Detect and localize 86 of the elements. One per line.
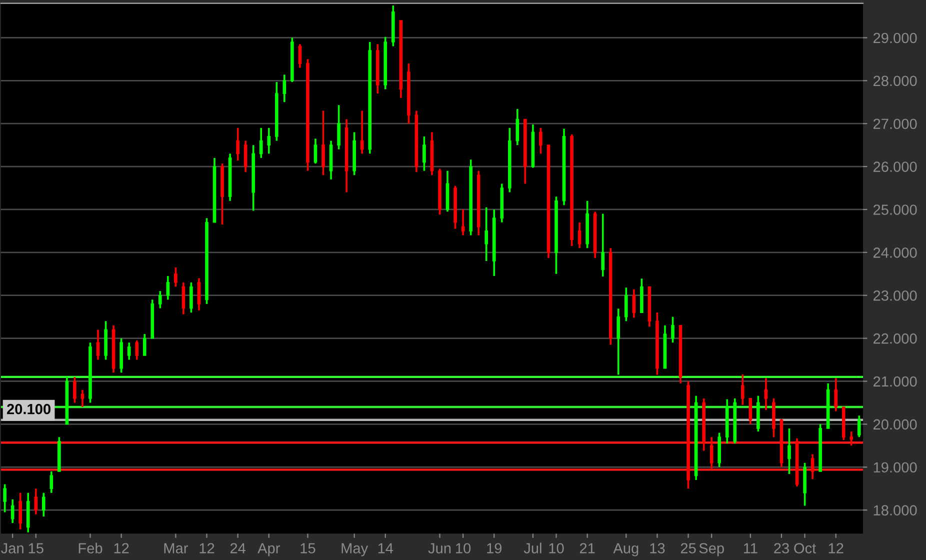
candlestick xyxy=(788,428,791,475)
candlestick xyxy=(80,388,84,408)
candlestick xyxy=(244,140,248,174)
x-tick-label: Aug xyxy=(613,543,638,556)
candlestick xyxy=(857,414,861,438)
y-tick-label: 19.000 xyxy=(874,462,917,473)
x-tick-label: 12 xyxy=(114,543,129,554)
candlestick xyxy=(267,126,271,155)
candlestick xyxy=(740,373,744,406)
x-tick-label: 11 xyxy=(744,543,758,554)
x-tick-label: Oct xyxy=(794,543,816,554)
candlestick xyxy=(34,488,38,516)
candlestick xyxy=(135,340,139,361)
x-tick-label: Jun xyxy=(428,543,451,554)
x-tick-label: Mar xyxy=(164,543,188,554)
candlestick xyxy=(3,483,6,514)
candlestick xyxy=(616,308,620,376)
x-tick-label: 25 xyxy=(680,543,696,554)
x-tick-label: 24 xyxy=(230,543,246,554)
candlestick xyxy=(624,286,628,322)
x-tick-label: 14 xyxy=(378,543,394,554)
candlestick xyxy=(360,110,364,155)
x-tick-label: 19 xyxy=(487,543,502,554)
candlestick xyxy=(516,108,520,146)
x-tick-label: 12 xyxy=(828,543,844,554)
y-tick-label: 22.000 xyxy=(873,333,917,344)
candlestick xyxy=(73,376,76,404)
y-tick-label: 23.000 xyxy=(873,290,917,301)
x-tick-label: Feb xyxy=(78,542,102,554)
candlestick xyxy=(259,126,263,159)
candlestick xyxy=(578,221,582,250)
x-tick-label: 23 xyxy=(774,543,789,554)
candlestick xyxy=(10,498,14,524)
candlestick xyxy=(748,398,752,426)
x-tick-label: 15 xyxy=(28,543,44,554)
x-tick-label: Jul xyxy=(524,542,542,554)
x-tick-label: Apr xyxy=(258,543,280,556)
x-tick-label: 10 xyxy=(456,543,471,554)
x-tick-label: 12 xyxy=(200,543,214,554)
y-tick-label: 20.000 xyxy=(873,419,917,430)
candlestick xyxy=(337,104,340,150)
candlestick xyxy=(298,43,302,69)
candlestick xyxy=(764,377,768,411)
y-tick-label: 29.000 xyxy=(873,32,917,44)
candlestick xyxy=(18,492,22,530)
candlestick xyxy=(50,470,54,494)
candlestick xyxy=(461,208,465,236)
candlestick xyxy=(127,342,131,361)
candlestick xyxy=(142,333,146,356)
candlestick xyxy=(282,74,286,104)
candlestick xyxy=(96,328,100,361)
y-tick-label: 21.000 xyxy=(873,376,917,387)
candlestick xyxy=(42,492,46,518)
x-tick-label: 10 xyxy=(549,543,564,554)
candlestick xyxy=(632,288,636,319)
x-tick-label: Sep xyxy=(699,543,724,556)
candlestick xyxy=(850,430,854,447)
candlestick xyxy=(166,275,170,301)
candlestick xyxy=(158,290,162,310)
candlestick xyxy=(834,377,838,412)
candlestick xyxy=(601,212,605,278)
candlestick xyxy=(810,453,814,480)
y-tick-label: 18.000 xyxy=(874,505,917,516)
candlestick xyxy=(710,436,714,470)
y-tick-label: 27.000 xyxy=(873,118,917,130)
ref-line-label: 20.100 xyxy=(6,404,50,414)
candlestick xyxy=(422,136,426,172)
x-tick-label: Jan xyxy=(1,543,24,554)
candlestick xyxy=(539,126,542,155)
candlestick xyxy=(190,282,193,314)
x-tick-label: 15 xyxy=(300,543,316,554)
y-tick-label: 28.000 xyxy=(873,76,917,86)
candlestick xyxy=(236,126,240,162)
candlestick xyxy=(174,266,178,288)
candlestick xyxy=(182,282,186,316)
y-tick-label: 24.000 xyxy=(873,248,917,258)
candlestick xyxy=(322,110,325,176)
candlestick xyxy=(197,277,201,312)
x-tick-label: 13 xyxy=(650,543,665,554)
x-tick-label: May xyxy=(342,543,368,556)
candlestick xyxy=(314,138,318,164)
candlestick xyxy=(484,206,488,262)
y-tick-label: 26.000 xyxy=(873,162,917,172)
candlestick xyxy=(671,316,674,344)
x-tick-label: 21 xyxy=(580,543,595,554)
y-tick-label: 25.000 xyxy=(873,204,917,215)
